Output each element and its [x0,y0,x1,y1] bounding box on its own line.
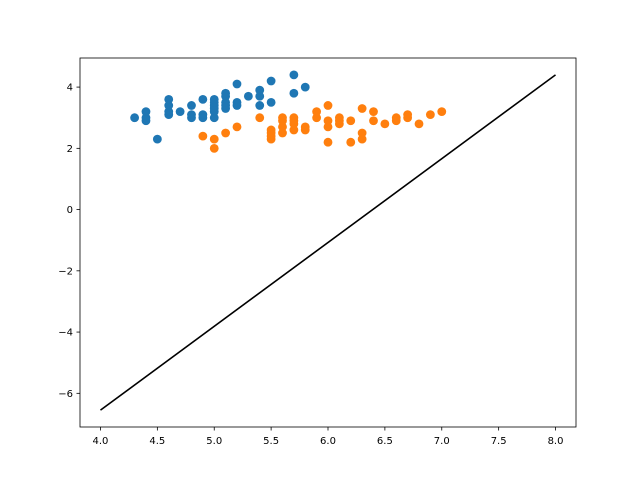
data-point [357,128,367,138]
data-point [323,122,333,132]
x-tick-label: 8.0 [548,436,564,447]
data-point [255,113,265,123]
data-point [164,94,174,104]
x-tick-label: 6.0 [320,436,336,447]
data-point [300,82,310,92]
data-point [187,101,196,110]
scatter-series-1 [198,101,447,153]
data-point [232,98,242,107]
x-tick-label: 4.5 [149,436,165,447]
data-point [300,122,310,132]
data-point [380,119,390,129]
data-point [334,113,344,123]
data-point [209,134,219,144]
y-tick-label: 2 [67,144,73,155]
data-point [198,94,208,104]
x-tick-label: 6.5 [377,436,393,447]
data-point [175,107,185,116]
data-point [221,128,231,138]
y-tick-label: −4 [58,328,73,339]
data-point [141,107,151,116]
data-point [369,107,378,116]
y-tick-label: 0 [67,205,73,216]
data-point [278,113,287,123]
data-point [266,98,276,107]
x-tick-label: 7.5 [491,436,507,447]
data-point [255,85,265,95]
scatter-series-0 [130,70,310,144]
data-point [198,131,208,141]
data-point [209,143,219,153]
data-point [266,76,276,86]
y-tick-label: 4 [67,83,73,94]
data-point [198,110,208,120]
data-point [221,98,231,107]
data-point [437,107,447,116]
data-point [255,101,265,110]
data-point [346,116,356,126]
data-point [289,88,299,98]
data-point [255,91,265,101]
data-point [187,110,196,120]
data-point [323,101,333,110]
data-point [289,113,299,123]
plot-content [100,70,556,411]
data-point [414,119,424,129]
y-tick-label: −2 [58,266,73,277]
x-tick-label: 5.0 [206,436,222,447]
data-point [141,113,151,123]
data-point [221,88,231,98]
data-point [152,134,162,144]
data-point [289,125,299,135]
data-point [130,113,140,123]
data-point [425,110,435,120]
data-point [312,107,322,116]
data-point [391,113,401,123]
data-point [164,101,174,110]
data-point [278,122,287,132]
line-series-2 [100,74,556,411]
y-tick-label: −6 [58,389,73,400]
data-point [209,94,219,104]
data-point [278,128,287,138]
data-point [209,113,219,123]
x-tick-label: 4.0 [93,436,109,447]
x-tick-label: 5.5 [263,436,279,447]
x-tick-label: 7.0 [434,436,450,447]
data-point [323,116,333,126]
data-point [232,79,242,89]
data-point [232,122,242,132]
data-point [403,110,413,120]
data-point [323,137,333,147]
data-point [243,91,253,101]
data-point [369,116,378,126]
data-point [266,125,276,135]
x-axis: 4.0 4.5 5.0 5.5 6.0 6.5 7.0 7.5 8.0 [93,427,564,447]
data-point [357,134,367,144]
data-point [346,137,356,147]
data-point [289,70,299,80]
data-point [357,104,367,113]
data-point [312,113,322,123]
y-axis: −6 −4 −2 0 2 4 [58,83,80,400]
data-point [164,107,174,116]
